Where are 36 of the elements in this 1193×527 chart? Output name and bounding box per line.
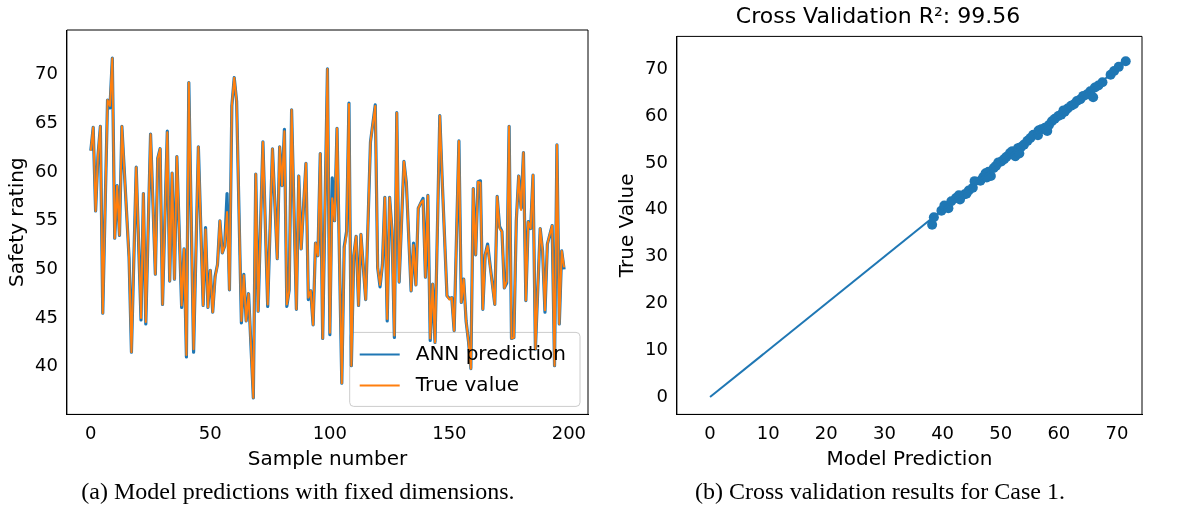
y-axis-title: True Value bbox=[614, 173, 639, 279]
y-tick-label: 60 bbox=[645, 103, 668, 125]
text: (b) Cross validation results for Case 1. bbox=[694, 478, 1066, 505]
y-tick-label: 30 bbox=[645, 244, 668, 266]
y-axis-title: Safety rating bbox=[4, 157, 29, 287]
x-tick-label: 10 bbox=[756, 421, 780, 443]
y-tick-label: 0 bbox=[656, 384, 668, 406]
x-tick-label: 40 bbox=[931, 421, 955, 443]
x-tick-label: 100 bbox=[312, 421, 348, 443]
y-tick-label: 60 bbox=[35, 159, 58, 181]
text: (a) Model predictions with fixed dimensions. bbox=[80, 478, 516, 505]
legend-label: True value bbox=[414, 371, 520, 396]
x-tick-label: 70 bbox=[1105, 421, 1129, 443]
y-tick-label: 55 bbox=[35, 208, 58, 230]
y-tick-label: 70 bbox=[645, 56, 668, 78]
y-tick-label: 50 bbox=[35, 257, 58, 279]
y-tick-label: 40 bbox=[35, 354, 58, 376]
x-tick-label: 30 bbox=[873, 421, 896, 443]
y-tick-label: 40 bbox=[645, 197, 668, 219]
y-tick-label: 10 bbox=[645, 337, 668, 359]
y-tick-label: 50 bbox=[645, 150, 668, 172]
x-tick-label: 50 bbox=[198, 421, 222, 443]
y-tick-label: 65 bbox=[35, 111, 58, 133]
x-tick-label: 200 bbox=[551, 421, 587, 443]
y-tick-label: 45 bbox=[35, 305, 58, 327]
x-tick-label: 20 bbox=[814, 421, 838, 443]
y-tick-label: 70 bbox=[35, 62, 58, 84]
x-tick-label: 150 bbox=[432, 421, 467, 443]
x-axis-title: Sample number bbox=[247, 446, 408, 471]
y-tick-label: 20 bbox=[645, 291, 668, 313]
x-axis-title: Model Prediction bbox=[826, 446, 993, 471]
x-tick-label: 50 bbox=[989, 421, 1013, 443]
x-tick-label: 60 bbox=[1047, 421, 1071, 443]
x-tick-label: 0 bbox=[85, 421, 97, 443]
x-tick-label: 0 bbox=[704, 421, 716, 443]
chart-title: Cross Validation R²: 99.56 bbox=[735, 2, 1021, 28]
